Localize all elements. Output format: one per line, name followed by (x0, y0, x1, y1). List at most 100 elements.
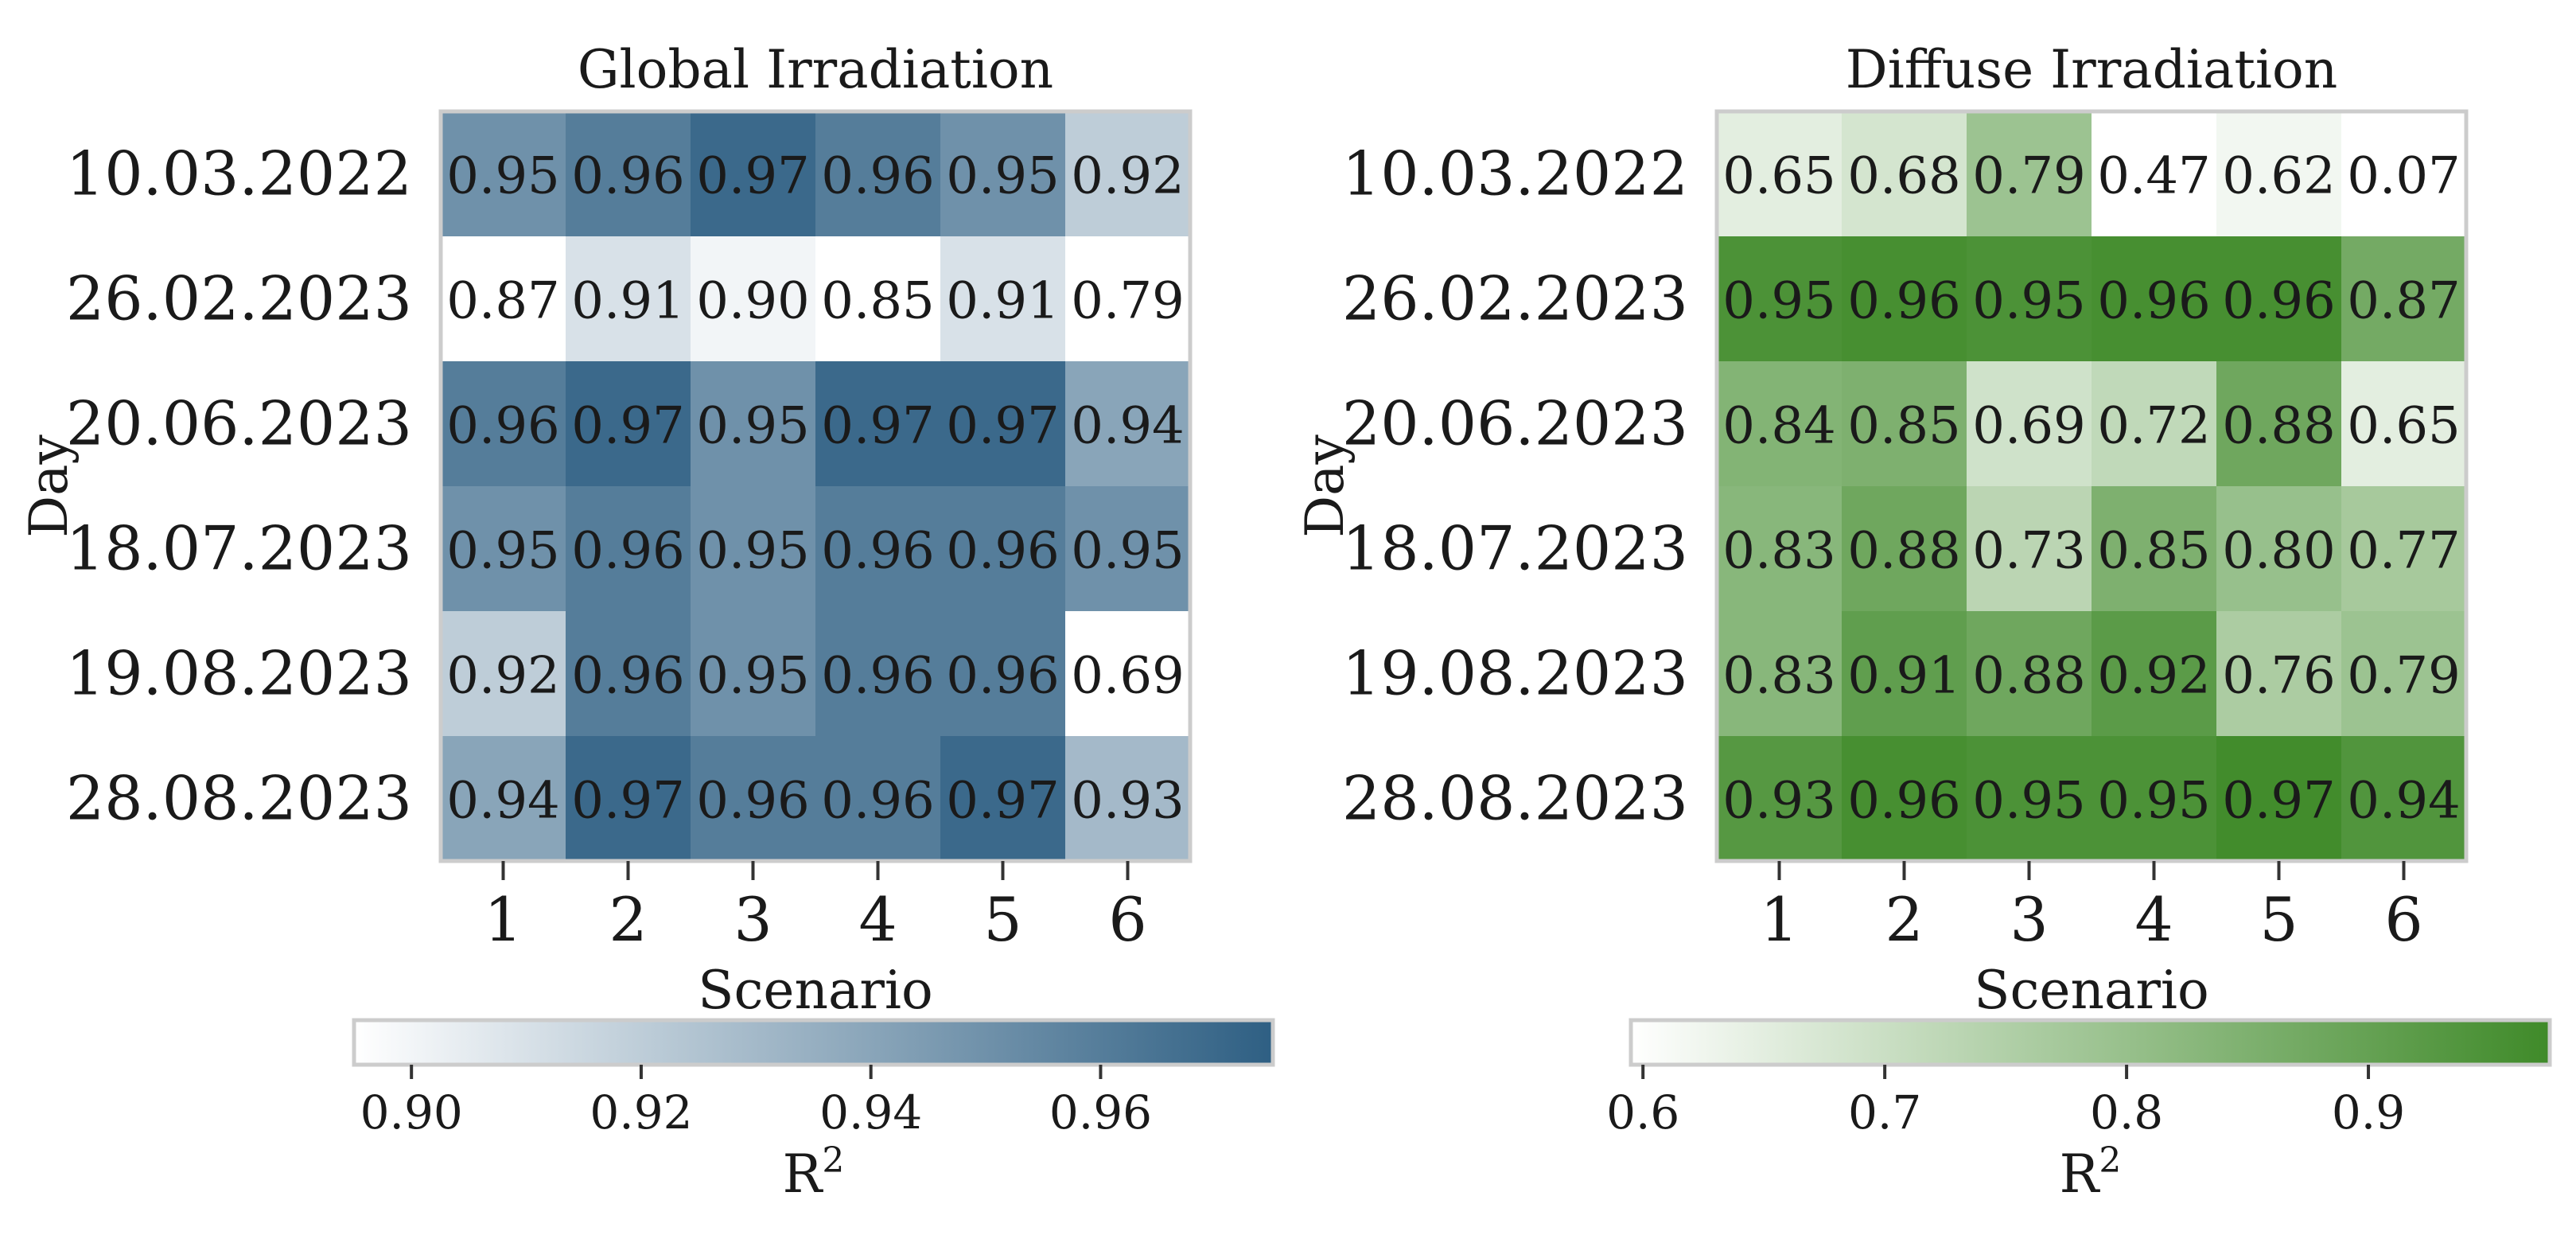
y-tick-label: 19.08.2023 (66, 638, 412, 709)
cell-value-label: 0.94 (446, 772, 560, 831)
x-tick-label: 4 (2134, 884, 2173, 955)
cell-value-label: 0.96 (1847, 772, 1961, 831)
cell-value-label: 0.91 (946, 272, 1060, 331)
x-tick-label: 6 (2384, 884, 2422, 955)
cell-value-label: 0.68 (1847, 147, 1961, 206)
heatmap-cell (940, 736, 1066, 862)
cell-value-label: 0.92 (446, 647, 560, 706)
heatmap-cell (441, 236, 566, 362)
cell-value-label: 0.97 (946, 772, 1060, 831)
y-tick-label: 26.02.2023 (66, 263, 412, 334)
heatmap-cell (815, 236, 941, 362)
heatmap-cell (1717, 236, 1843, 362)
heatmap-cell (1967, 361, 2092, 487)
cell-value-label: 0.77 (2347, 522, 2461, 581)
cell-value-label: 0.79 (1071, 272, 1185, 331)
cell-value-label: 0.96 (571, 522, 685, 581)
cell-value-label: 0.07 (2347, 147, 2461, 206)
heatmap-cell (691, 611, 816, 737)
heatmap-cell (1842, 111, 1967, 237)
cell-value-label: 0.84 (1722, 397, 1836, 456)
y-tick-label: 18.07.2023 (1342, 513, 1688, 584)
heatmap-cell (2216, 361, 2342, 487)
heatmap-cell (815, 486, 941, 612)
heatmap-cell (940, 611, 1066, 737)
cell-value-label: 0.95 (696, 647, 810, 706)
y-tick-label: 26.02.2023 (1342, 263, 1688, 334)
cell-value-label: 0.87 (2347, 272, 2461, 331)
cell-value-label: 0.97 (946, 397, 1060, 456)
y-tick-label: 10.03.2022 (1342, 138, 1688, 209)
heatmap-cell (815, 361, 941, 487)
cell-value-label: 0.69 (1972, 397, 2086, 456)
heatmap-cell (1717, 736, 1843, 862)
cell-value-label: 0.95 (1722, 272, 1836, 331)
cell-value-label: 0.95 (1071, 522, 1185, 581)
cell-value-label: 0.72 (2097, 397, 2211, 456)
colorbar-label: R2 (2060, 1140, 2122, 1206)
y-axis-label: Day (18, 434, 80, 538)
cell-value-label: 0.79 (2347, 647, 2461, 706)
colorbar-tick-label: 0.8 (2090, 1085, 2163, 1140)
x-tick-label: 2 (609, 884, 647, 955)
heatmap-border (1714, 109, 2469, 863)
cell-value-label: 0.85 (2097, 522, 2211, 581)
heatmap-cell (1065, 736, 1191, 862)
cell-value-label: 0.85 (1847, 397, 1961, 456)
heatmap-cell (441, 486, 566, 612)
heatmap-cell (2341, 611, 2467, 737)
cell-value-label: 0.88 (2222, 397, 2336, 456)
heatmap-cell (1842, 236, 1967, 362)
cell-value-label: 0.97 (571, 772, 685, 831)
heatmap-cell (2341, 361, 2467, 487)
heatmap-cell (815, 111, 941, 237)
heatmap-cell (566, 486, 691, 612)
heatmap-cell (566, 736, 691, 862)
cell-value-label: 0.96 (821, 522, 935, 581)
y-tick-label: 10.03.2022 (66, 138, 412, 209)
heatmap-cell (1967, 111, 2092, 237)
cell-value-label: 0.83 (1722, 647, 1836, 706)
heatmap-cell (1842, 736, 1967, 862)
heatmap-cell (1065, 361, 1191, 487)
cell-value-label: 0.87 (446, 272, 560, 331)
cell-value-label: 0.88 (1847, 522, 1961, 581)
cell-value-label: 0.96 (2097, 272, 2211, 331)
cell-value-label: 0.91 (571, 272, 685, 331)
cell-value-label: 0.95 (2097, 772, 2211, 831)
heatmap-cell (566, 236, 691, 362)
cell-value-label: 0.96 (696, 772, 810, 831)
heatmap-cell (441, 611, 566, 737)
heatmap-cell (691, 736, 816, 862)
heatmap-cell (566, 611, 691, 737)
cell-value-label: 0.95 (1972, 272, 2086, 331)
heatmap-cell (441, 361, 566, 487)
heatmap-cell (566, 111, 691, 237)
cell-value-label: 0.96 (821, 147, 935, 206)
chart-title: Diffuse Irradiation (1846, 39, 2337, 100)
heatmap-cell (2216, 236, 2342, 362)
heatmap-cell (2216, 486, 2342, 612)
y-tick-label: 20.06.2023 (66, 388, 412, 459)
x-axis-label: Scenario (1974, 960, 2209, 1021)
x-tick-label: 1 (1760, 884, 1798, 955)
heatmap-cell (1842, 486, 1967, 612)
x-tick-label: 3 (733, 884, 772, 955)
cell-value-label: 0.96 (821, 647, 935, 706)
heatmap-cell (441, 111, 566, 237)
cell-value-label: 0.96 (1847, 272, 1961, 331)
cell-value-label: 0.79 (1972, 147, 2086, 206)
heatmap-cell (2092, 361, 2217, 487)
colorbar-tick-label: 0.94 (819, 1085, 922, 1140)
heatmap-cell (1717, 486, 1843, 612)
cell-value-label: 0.95 (946, 147, 1060, 206)
heatmap-cell (1842, 611, 1967, 737)
cell-value-label: 0.97 (821, 397, 935, 456)
heatmap-cell (2341, 111, 2467, 237)
heatmap-cell (691, 111, 816, 237)
cell-value-label: 0.96 (2222, 272, 2336, 331)
heatmap-cell (2216, 111, 2342, 237)
heatmap-cell (2341, 236, 2467, 362)
x-tick-label: 5 (2259, 884, 2298, 955)
